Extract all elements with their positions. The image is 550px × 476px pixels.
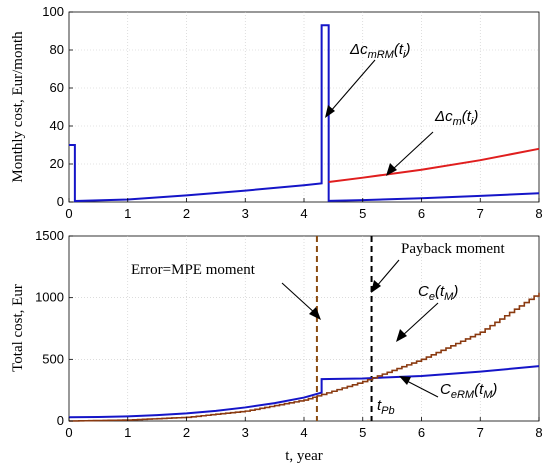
arrowhead-icon — [309, 307, 321, 320]
x-tick-label: 1 — [124, 206, 131, 221]
arrowhead-icon — [396, 329, 407, 342]
y-tick-label: 0 — [57, 413, 64, 428]
x-tick-label: 7 — [477, 206, 484, 221]
y-tick-label: 500 — [42, 351, 64, 366]
top-annotation-mrm: ΔcmRM(ti) — [325, 41, 410, 118]
annotation-error-mpe: Error=MPE moment — [131, 262, 321, 320]
y-tick-label: 1500 — [35, 228, 64, 243]
arrowhead-icon — [399, 376, 411, 385]
x-tick-label: 4 — [300, 206, 307, 221]
annotation-tpb: tPb — [377, 397, 395, 417]
x-tick-label: 0 — [65, 425, 72, 440]
x-tick-label: 8 — [535, 206, 542, 221]
top-grid — [69, 12, 539, 202]
bottom-series-line-1 — [69, 292, 540, 422]
y-tick-label: 0 — [57, 194, 64, 209]
y-tick-label: 40 — [50, 118, 64, 133]
y-tick-label: 80 — [50, 42, 64, 57]
annotation-label: Error=MPE moment — [131, 262, 256, 278]
x-tick-label: 4 — [300, 425, 307, 440]
top-series-line-1 — [328, 147, 540, 184]
top-plot-frame — [68, 11, 540, 203]
top-series-line-0 — [69, 24, 540, 203]
y-tick-label: 60 — [50, 80, 64, 95]
x-tick-label: 7 — [477, 425, 484, 440]
x-tick-label: 1 — [124, 425, 131, 440]
annotation-arrow — [401, 302, 439, 337]
x-tick-label: 3 — [242, 425, 249, 440]
y-tick-label: 20 — [50, 156, 64, 171]
x-tick-label: 6 — [418, 206, 425, 221]
annotation-ce: Ce(tM) — [396, 283, 458, 342]
annotation-label: Payback moment — [401, 241, 506, 257]
annotation-label: Ce(tM) — [418, 283, 458, 303]
bottom-xlabel: t, year — [285, 448, 322, 464]
x-tick-label: 2 — [183, 206, 190, 221]
x-tick-label: 6 — [418, 425, 425, 440]
annotation-payback: Payback moment — [371, 241, 506, 293]
annotation-arrow — [404, 379, 439, 398]
arrowhead-icon — [386, 163, 397, 176]
bottom-ticks: 0 1 2 3 4 5 6 7 8 0 500 1000 1500 — [35, 228, 543, 440]
top-annotation-m: Δcm(ti) — [386, 108, 478, 176]
top-series — [69, 24, 540, 203]
annotation-label: ΔcmRM(ti) — [349, 41, 410, 61]
annotation-arrow — [329, 59, 376, 113]
bottom-panel: 0 1 2 3 4 5 6 7 8 0 500 1000 1500 Total cost, Eur t,… — [10, 228, 543, 464]
x-tick-label: 8 — [535, 425, 542, 440]
annotation-arrow — [391, 131, 434, 171]
annotation-label: Δcm(ti) — [434, 108, 478, 128]
bottom-ylabel: Total cost, Eur — [10, 284, 26, 372]
x-tick-label: 0 — [65, 206, 72, 221]
bottom-vlines — [315, 236, 373, 421]
x-tick-label: 5 — [359, 206, 366, 221]
x-tick-label: 2 — [183, 425, 190, 440]
x-tick-label: 3 — [242, 206, 249, 221]
y-tick-label: 100 — [42, 4, 64, 19]
y-tick-label: 1000 — [35, 290, 64, 305]
arrowhead-icon — [325, 105, 335, 118]
annotation-cerm: CeRM(tM) — [399, 376, 497, 401]
annotation-arrow — [281, 282, 317, 315]
annotation-label: CeRM(tM) — [440, 381, 497, 401]
x-tick-label: 5 — [359, 425, 366, 440]
bottom-grid — [69, 236, 539, 421]
annotation-arrow — [375, 259, 400, 288]
top-ylabel: Monthly cost, Eur/month — [10, 31, 26, 183]
arrowhead-icon — [371, 280, 381, 293]
